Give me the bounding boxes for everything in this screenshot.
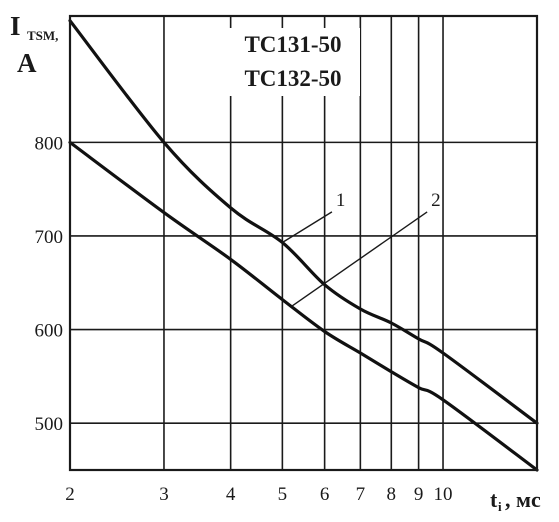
x-tick-label-6: 6 [320,484,330,505]
y-tick-label-600: 600 [35,321,64,342]
x-tick-label-5: 5 [278,484,288,505]
x-tick-label-7: 7 [356,484,366,505]
y-tick-labels: 500 600 700 800 [35,133,64,435]
y-tick-label-800: 800 [35,133,64,154]
series-line-2 [68,140,539,472]
plot-frame [68,14,539,472]
title-background [226,28,360,96]
y-axis-label-subscript: TSM, [27,28,58,43]
x-tick-label-4: 4 [226,484,236,505]
y-axis-label-unit: A [17,48,37,78]
x-tick-label-9: 9 [414,484,424,505]
y-axis-label: I TSM, A [10,11,58,78]
curve-layer [68,19,539,472]
x-axis-label-unit: , мс [505,487,541,512]
x-axis-label: t i , мс [490,487,541,514]
x-tick-label-3: 3 [159,484,169,505]
x-tick-labels: 2 3 4 5 6 7 8 9 10 [65,484,452,505]
y-tick-label-500: 500 [35,414,64,435]
y-tick-label-700: 700 [35,227,64,248]
x-tick-label-10: 10 [434,484,453,505]
series-line-1 [68,19,539,425]
callout-leader-1 [282,211,333,244]
x-tick-label-8: 8 [387,484,397,505]
chart-title-line-1: TC131-50 [244,32,341,57]
y-axis-label-symbol: I [10,11,21,41]
callout-leader-2 [291,211,428,308]
callout-label-2: 2 [431,190,441,211]
x-tick-label-2: 2 [65,484,75,505]
chart-title-line-2: TC132-50 [244,66,341,91]
x-axis-label-symbol: t [490,487,498,512]
callout-label-1: 1 [336,190,346,211]
x-axis-label-subscript: i [498,499,502,514]
